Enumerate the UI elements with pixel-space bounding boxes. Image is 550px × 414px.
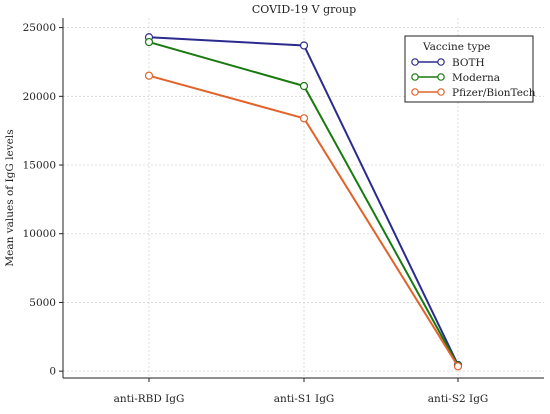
y-tick-label: 20000	[23, 91, 56, 103]
y-tick-label: 5000	[29, 297, 56, 309]
data-point	[144, 37, 154, 47]
legend-items: BOTH Moderna Pfizer/BionTech	[411, 57, 536, 99]
data-point	[299, 114, 309, 123]
legend-item: Pfizer/BionTech	[411, 87, 536, 99]
legend-marker	[437, 88, 445, 96]
legend-label: BOTH	[452, 57, 485, 69]
legend-marker	[411, 73, 419, 81]
y-tick-label: 0	[49, 366, 56, 378]
y-axis-label: Mean values of IgG levels	[4, 129, 16, 266]
series-pfizer-biontech	[144, 71, 463, 371]
data-point	[299, 81, 309, 91]
legend-item: BOTH	[411, 57, 485, 69]
y-tick-label: 10000	[23, 228, 56, 240]
data-point	[144, 71, 154, 80]
legend-marker	[411, 88, 419, 96]
x-tick-label: anti-S1 IgG	[274, 393, 335, 405]
x-tick-label: anti-RBD IgG	[114, 393, 185, 405]
legend-marker	[437, 58, 445, 66]
legend-item: Moderna	[411, 72, 500, 84]
x-tick-labels: anti-RBD IgG anti-S1 IgG anti-S2 IgG	[114, 378, 489, 405]
legend-label: Moderna	[452, 72, 500, 84]
data-point	[299, 41, 309, 50]
legend-title: Vaccine type	[422, 41, 490, 53]
series	[144, 33, 463, 371]
legend-box	[404, 35, 534, 103]
y-tick-label: 25000	[23, 22, 56, 34]
x-tick-label: anti-S2 IgG	[428, 393, 489, 405]
legend-marker	[411, 58, 419, 66]
chart-title: COVID-19 V group	[252, 3, 356, 16]
legend-marker	[437, 73, 445, 81]
legend-label: Pfizer/BionTech	[452, 87, 536, 99]
y-tick-label: 15000	[23, 160, 56, 172]
y-tick-labels: 0 5000 10000 15000 20000 25000	[23, 22, 63, 378]
data-point	[453, 362, 463, 371]
legend: Vaccine type BOTH Moderna Pfizer/BionTech	[404, 35, 536, 103]
